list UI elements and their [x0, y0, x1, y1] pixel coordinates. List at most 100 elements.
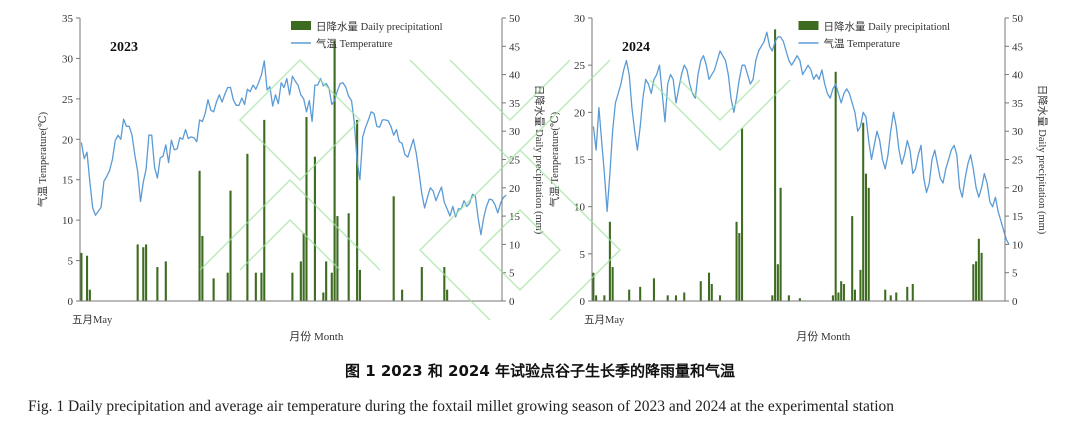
right-axis-tick-label: 5	[509, 268, 515, 280]
precipitation-bar	[291, 272, 294, 301]
precipitation-bar	[666, 295, 669, 301]
legend-precipitation-label: 日降水量 Daily precipitationl	[824, 20, 951, 33]
precipitation-bar	[906, 286, 909, 301]
right-axis-tick-label: 40	[1012, 70, 1024, 82]
precipitation-bar	[401, 289, 404, 301]
precipitation-bar	[774, 29, 777, 301]
precipitation-bar	[330, 272, 333, 301]
left-axis-title: 气温 Temperature(℃)	[548, 111, 561, 207]
left-axis-tick-label: 15	[62, 175, 74, 187]
precipitation-bar	[842, 284, 845, 301]
right-axis-tick-label: 0	[509, 296, 515, 308]
precipitation-bar	[652, 278, 655, 301]
right-axis-tick-label: 25	[509, 155, 521, 167]
left-axis-tick-label: 15	[574, 155, 586, 167]
precipitation-bar	[889, 295, 892, 301]
left-axis-tick-label: 5	[580, 249, 586, 261]
precipitation-bar	[156, 267, 159, 301]
right-axis-tick-label: 40	[509, 70, 521, 82]
precipitation-bar	[198, 170, 201, 301]
precipitation-bar	[80, 252, 83, 301]
figure-caption-english: Fig. 1 Daily precipitation and average a…	[28, 398, 895, 415]
right-axis-tick-label: 10	[1012, 239, 1024, 251]
precipitation-bar	[895, 292, 898, 301]
left-axis-tick-label: 35	[62, 13, 74, 25]
left-axis-tick-label: 10	[574, 202, 586, 214]
right-axis-tick-label: 15	[1012, 211, 1024, 223]
left-axis-tick-label: 30	[574, 13, 586, 25]
right-axis-title: 日降水量 Daily precipitation (mm)	[1036, 85, 1049, 235]
precipitation-bar	[603, 295, 606, 301]
precipitation-bar	[699, 281, 702, 301]
precipitation-bar	[246, 153, 249, 301]
left-axis-tick-label: 30	[62, 53, 74, 65]
precipitation-bar	[446, 289, 449, 301]
x-tick-label: 五月May	[72, 314, 113, 326]
precipitation-bar	[136, 244, 139, 301]
precipitation-bar	[254, 272, 257, 301]
precipitation-bar	[710, 284, 713, 301]
right-axis-title: 日降水量 Daily precipitation (mm)	[533, 85, 546, 235]
precipitation-bar	[443, 267, 446, 301]
precipitation-bar	[980, 252, 983, 301]
precipitation-bar	[260, 272, 263, 301]
precipitation-bar	[771, 295, 774, 301]
left-axis-tick-label: 20	[574, 107, 586, 119]
panel-year-label: 2023	[110, 40, 138, 55]
chart-panel-2024: 0 5 10 15 20 25 30 0 5 10 15 20 25 30 35 40 45 50 气温 Tempe…	[548, 13, 1049, 343]
left-axis-tick-label: 25	[62, 94, 74, 106]
precipitation-bar	[735, 221, 738, 301]
left-axis-tick-label: 0	[580, 296, 586, 308]
right-axis-tick-label: 45	[509, 41, 521, 53]
precipitation-bar	[867, 187, 870, 301]
precipitation-bar	[611, 267, 614, 301]
right-axis-tick-label: 35	[1012, 98, 1024, 110]
precipitation-bar	[834, 71, 837, 302]
precipitation-bar	[707, 272, 711, 301]
left-axis-tick-label: 20	[62, 134, 74, 146]
precipitation-bar	[840, 281, 843, 301]
precipitation-bar	[592, 272, 595, 301]
left-axis-title: 气温 Temperature(℃)	[36, 111, 49, 207]
left-axis-tick-label: 10	[62, 215, 74, 227]
x-tick-label: 五月May	[584, 314, 625, 326]
precipitation-bar	[639, 286, 642, 301]
precipitation-bar	[392, 196, 395, 301]
right-axis-tick-label: 30	[1012, 126, 1024, 138]
precipitation-bar	[972, 264, 975, 301]
precipitation-bar	[302, 233, 305, 301]
precipitation-bar	[358, 269, 361, 301]
left-axis-tick-label: 25	[574, 60, 586, 72]
right-axis-tick-label: 0	[1012, 296, 1018, 308]
precipitation-bar	[776, 264, 779, 301]
precipitation-bar	[851, 216, 854, 301]
precipitation-bar	[977, 238, 980, 301]
precipitation-bar	[229, 190, 232, 301]
right-axis-tick-label: 20	[509, 183, 521, 195]
precipitation-bar	[333, 40, 336, 301]
precipitation-bar	[305, 117, 308, 301]
left-axis-tick-label: 5	[68, 256, 74, 268]
precipitation-bar	[862, 122, 865, 302]
precipitation-bar	[420, 267, 423, 301]
precipitation-bar	[628, 289, 631, 301]
figure-caption-chinese: 图 1 2023 和 2024 年试验点谷子生长季的降雨量和气温	[344, 362, 736, 380]
precipitation-bar	[798, 298, 801, 301]
right-axis-tick-label: 20	[1012, 183, 1024, 195]
precipitation-bar	[911, 284, 914, 301]
right-axis-tick-label: 35	[509, 98, 521, 110]
precipitation-bar	[975, 261, 978, 301]
precipitation-bar	[864, 173, 867, 301]
legend-precipitation-label: 日降水量 Daily precipitationl	[316, 20, 443, 33]
precipitation-bar	[683, 292, 686, 301]
precipitation-bar	[738, 233, 741, 301]
precipitation-bar	[313, 156, 316, 301]
precipitation-bar	[595, 295, 598, 301]
right-axis-tick-label: 30	[509, 126, 521, 138]
x-axis-title: 月份 Month	[289, 330, 344, 343]
precipitation-bar	[142, 247, 145, 301]
left-axis-tick-label: 0	[68, 296, 74, 308]
precipitation-bar	[859, 269, 862, 301]
precipitation-bar	[837, 292, 840, 301]
x-axis-title: 月份 Month	[796, 330, 851, 343]
